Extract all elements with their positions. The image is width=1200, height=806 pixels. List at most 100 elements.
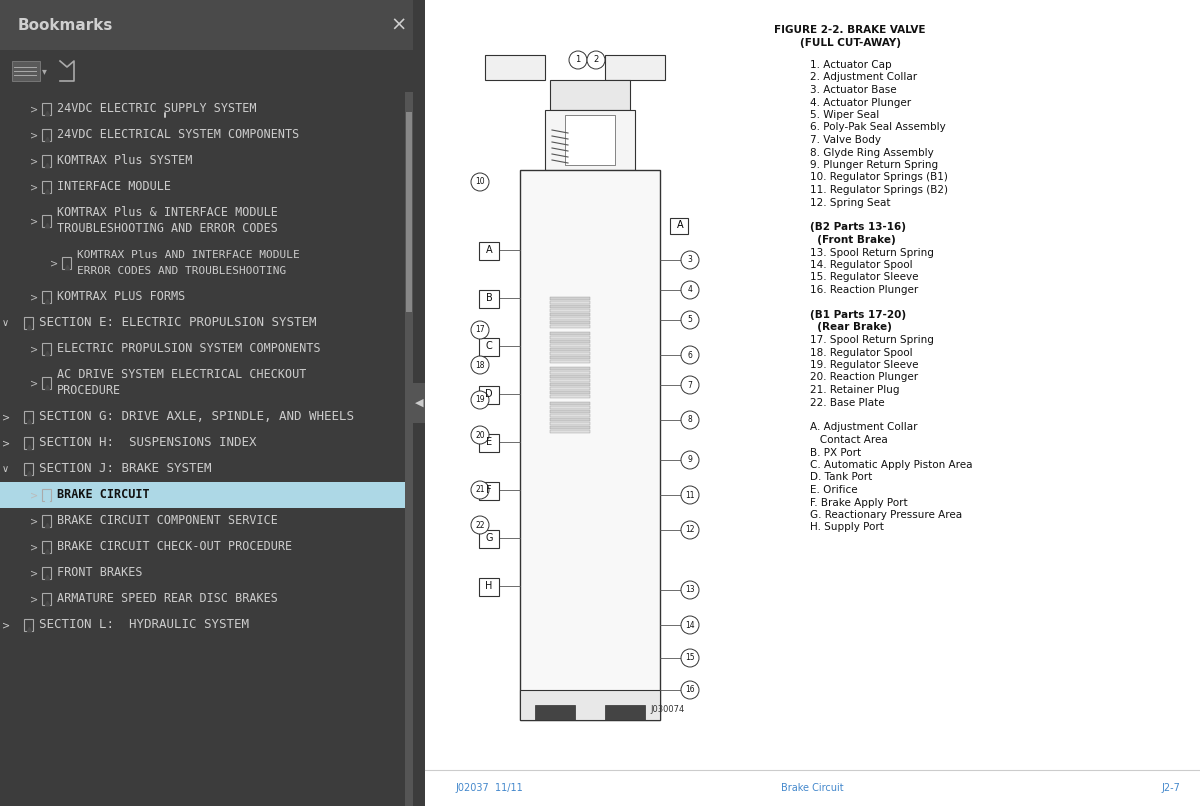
Bar	[550, 348, 590, 351]
Bar	[62, 257, 71, 269]
Text: 17: 17	[475, 326, 485, 334]
Bar	[550, 309, 590, 312]
Bar	[406, 92, 413, 806]
Text: >: >	[30, 516, 38, 526]
Circle shape	[682, 581, 698, 599]
Text: 13. Spool Return Spring: 13. Spool Return Spring	[810, 247, 934, 257]
Text: B. PX Port: B. PX Port	[810, 447, 862, 458]
Bar	[0, 0, 413, 50]
Text: 8. Glyde Ring Assembly: 8. Glyde Ring Assembly	[810, 147, 934, 157]
Bar	[485, 55, 545, 80]
Text: Brake Circuit: Brake Circuit	[781, 783, 844, 793]
Text: >: >	[30, 542, 38, 552]
Text: SECTION E: ELECTRIC PROPULSION SYSTEM: SECTION E: ELECTRIC PROPULSION SYSTEM	[38, 317, 317, 330]
Bar	[406, 112, 412, 312]
Text: E. Orifice: E. Orifice	[810, 485, 858, 495]
Bar	[550, 406, 590, 409]
Text: J02037  11/11: J02037 11/11	[455, 783, 523, 793]
Bar	[413, 383, 425, 423]
Text: >: >	[2, 438, 10, 448]
Circle shape	[682, 486, 698, 504]
Text: 19. Regulator Sleeve: 19. Regulator Sleeve	[810, 360, 918, 370]
Bar	[42, 103, 50, 115]
Bar	[550, 325, 590, 328]
Text: 4: 4	[688, 285, 692, 294]
FancyBboxPatch shape	[479, 338, 499, 356]
Text: J030074: J030074	[650, 705, 684, 714]
Text: FIGURE 2-2. BRAKE VALVE: FIGURE 2-2. BRAKE VALVE	[774, 25, 925, 35]
Text: 5: 5	[688, 315, 692, 325]
Text: FRONT BRAKES: FRONT BRAKES	[58, 567, 143, 580]
Bar	[24, 317, 34, 329]
Text: >: >	[30, 490, 38, 500]
Text: F. Brake Apply Port: F. Brake Apply Port	[810, 497, 907, 508]
Text: >: >	[30, 104, 38, 114]
Text: SECTION L:  HYDRAULIC SYSTEM: SECTION L: HYDRAULIC SYSTEM	[38, 618, 250, 631]
Text: 22: 22	[475, 521, 485, 530]
Text: 24VDC ELECTRIC SUPPLY SYSTEM: 24VDC ELECTRIC SUPPLY SYSTEM	[58, 102, 257, 115]
Bar	[24, 619, 34, 631]
Bar	[550, 313, 590, 316]
Bar	[550, 367, 590, 370]
Bar	[535, 705, 575, 720]
Bar	[550, 356, 590, 359]
Bar	[550, 317, 590, 320]
Bar	[550, 80, 630, 110]
Circle shape	[682, 376, 698, 394]
Bar	[42, 541, 50, 553]
Circle shape	[682, 411, 698, 429]
Text: ∨: ∨	[2, 464, 10, 474]
Circle shape	[682, 681, 698, 699]
Circle shape	[682, 311, 698, 329]
Bar	[42, 291, 50, 303]
Text: E: E	[486, 437, 492, 447]
Bar	[42, 515, 50, 527]
Text: 3: 3	[688, 256, 692, 264]
Text: >: >	[30, 594, 38, 604]
Text: 20: 20	[475, 430, 485, 439]
Text: >: >	[30, 182, 38, 192]
Text: >: >	[50, 258, 58, 268]
Circle shape	[682, 649, 698, 667]
Bar	[42, 593, 50, 605]
Bar	[605, 705, 646, 720]
Text: >: >	[30, 568, 38, 578]
Bar	[425, 0, 1200, 770]
Text: 10. Regulator Springs (B1): 10. Regulator Springs (B1)	[810, 172, 948, 182]
Bar	[550, 430, 590, 433]
Text: J2-7: J2-7	[1162, 783, 1180, 793]
Text: 11: 11	[685, 491, 695, 500]
Circle shape	[682, 281, 698, 299]
Bar	[550, 305, 590, 308]
Text: ARMATURE SPEED REAR DISC BRAKES: ARMATURE SPEED REAR DISC BRAKES	[58, 592, 278, 605]
Bar	[550, 297, 590, 300]
Bar	[550, 422, 590, 425]
Text: 20. Reaction Plunger: 20. Reaction Plunger	[810, 372, 918, 383]
Bar	[550, 379, 590, 382]
Bar	[24, 437, 34, 449]
Text: 21. Retainer Plug: 21. Retainer Plug	[810, 385, 900, 395]
Circle shape	[682, 346, 698, 364]
Text: PROCEDURE: PROCEDURE	[58, 384, 121, 397]
Circle shape	[682, 616, 698, 634]
Text: 3. Actuator Base: 3. Actuator Base	[810, 85, 896, 95]
Circle shape	[470, 321, 490, 339]
Text: (Rear Brake): (Rear Brake)	[810, 322, 892, 333]
Text: H. Supply Port: H. Supply Port	[810, 522, 884, 533]
Bar	[550, 418, 590, 421]
Text: KOMTRAX Plus AND INTERFACE MODULE: KOMTRAX Plus AND INTERFACE MODULE	[77, 250, 300, 260]
Text: 6: 6	[688, 351, 692, 359]
Text: KOMTRAX Plus SYSTEM: KOMTRAX Plus SYSTEM	[58, 155, 192, 168]
FancyBboxPatch shape	[479, 242, 499, 260]
Circle shape	[682, 521, 698, 539]
Bar	[550, 321, 590, 324]
FancyBboxPatch shape	[479, 290, 499, 308]
Text: 22. Base Plate: 22. Base Plate	[810, 397, 884, 408]
Text: H: H	[485, 581, 493, 591]
Bar	[520, 690, 660, 720]
Text: (FULL CUT-AWAY): (FULL CUT-AWAY)	[799, 38, 900, 48]
Bar	[42, 343, 50, 355]
Bar	[605, 55, 665, 80]
Circle shape	[470, 426, 490, 444]
Bar	[24, 463, 34, 475]
